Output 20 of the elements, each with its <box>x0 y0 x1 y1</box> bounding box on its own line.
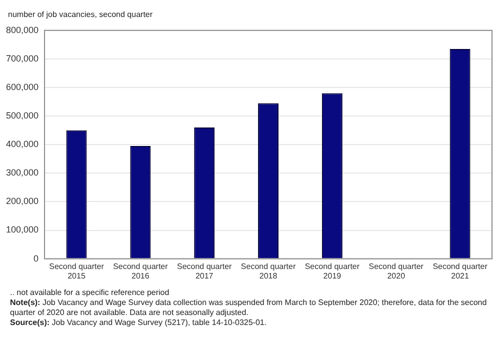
x-tick-label: Second quarter 2019 <box>304 262 360 280</box>
y-tick-label: 700,000 <box>6 53 39 64</box>
x-tick-label: Second quarter 2021 <box>432 262 488 280</box>
y-tick-label: 200,000 <box>6 196 39 206</box>
y-axis-title: number of job vacancies, second quarter <box>7 9 154 19</box>
y-tick-label: 100,000 <box>6 224 39 235</box>
y-tick-label: 800,000 <box>6 24 39 35</box>
y-tick-label: 400,000 <box>6 139 39 150</box>
text: .. not available for a specific reference period <box>10 288 170 298</box>
x-tick-label: Second quarter 2018 <box>240 262 296 280</box>
source-note: Source(s): Job Vacancy and Wage Survey (5217), table 14-10-0325-01. <box>10 318 268 328</box>
x-tick-label: Second quarter 2020 <box>368 262 424 280</box>
x-tick-label: Second quarter 2017 <box>176 262 232 280</box>
y-tick-label: 600,000 <box>6 82 39 92</box>
y-tick-label: 0 <box>34 253 39 264</box>
x-tick-label: Second quarter 2015 <box>49 262 104 280</box>
y-tick-label: 500,000 <box>6 110 39 121</box>
y-tick-label: 300,000 <box>6 168 39 178</box>
x-tick-label: Second quarter 2016 <box>113 262 168 280</box>
text: Note(s): Job Vacancy and Wage Survey data collection was suspended from March to September 2020; therefore, data for the second quarter of 2020 are not available. Data are not seasonally adjusted. <box>10 298 488 318</box>
